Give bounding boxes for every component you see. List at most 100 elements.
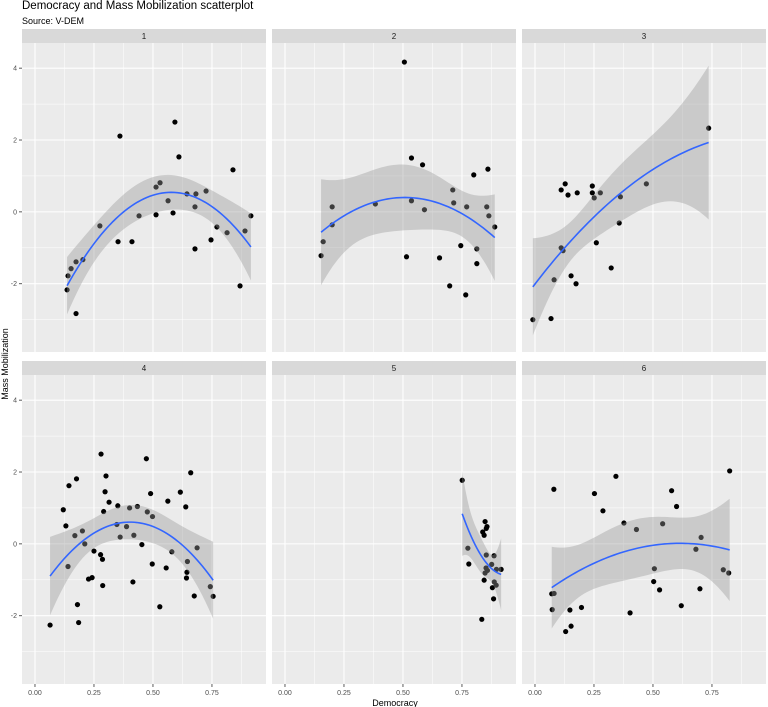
- data-point: [463, 292, 469, 298]
- data-point: [486, 213, 492, 219]
- panel-background: [522, 375, 766, 684]
- data-point: [589, 183, 595, 189]
- y-tick-label: 0: [13, 541, 17, 548]
- facet-strip-label: 2: [392, 32, 397, 41]
- data-point: [482, 518, 488, 525]
- x-tick-label: 0.25: [87, 690, 101, 697]
- smooth-line: [551, 542, 730, 589]
- data-point: [224, 230, 230, 236]
- data-point: [203, 188, 209, 194]
- facet-strip-label: 3: [642, 32, 647, 41]
- data-point: [89, 575, 95, 581]
- data-point: [459, 477, 465, 483]
- data-point: [656, 587, 663, 593]
- data-point: [551, 486, 557, 492]
- data-point: [481, 532, 487, 538]
- data-point: [408, 198, 415, 204]
- data-point: [450, 187, 456, 193]
- facet-strip: [22, 361, 266, 375]
- facet-panel-5: 5 0.00 0.25 0.50 0.75: [272, 361, 516, 697]
- data-point: [208, 237, 214, 243]
- data-point: [157, 604, 163, 610]
- data-point: [474, 261, 480, 267]
- data-point: [593, 240, 599, 246]
- data-point: [106, 499, 112, 505]
- data-point: [100, 582, 106, 589]
- x-tick-label: 0.50: [146, 690, 160, 697]
- smooth-line: [66, 191, 252, 287]
- data-point: [207, 584, 213, 590]
- y-tick-label: 4: [13, 398, 17, 405]
- data-point: [483, 552, 489, 558]
- data-point: [193, 191, 199, 197]
- data-point: [153, 184, 159, 190]
- data-point: [401, 59, 407, 65]
- data-point: [673, 503, 680, 510]
- data-point: [660, 521, 666, 527]
- data-point: [578, 604, 585, 611]
- data-point: [320, 239, 326, 245]
- data-point: [318, 253, 324, 259]
- data-point: [651, 578, 657, 585]
- data-point: [565, 192, 571, 198]
- data-point: [720, 567, 726, 573]
- facet-strip-label: 6: [642, 364, 647, 373]
- data-point: [74, 601, 81, 608]
- data-point: [73, 476, 80, 482]
- confidence-band: [551, 498, 730, 629]
- data-point: [567, 607, 573, 613]
- y-tick-label: 2: [13, 138, 17, 145]
- data-point: [65, 563, 71, 570]
- data-point: [421, 207, 428, 213]
- facet-strip: [22, 29, 266, 43]
- data-point: [451, 200, 457, 206]
- data-point: [72, 533, 78, 539]
- x-axis-title: Democracy: [372, 698, 418, 707]
- data-point: [471, 172, 477, 178]
- data-point: [210, 593, 216, 599]
- data-point: [117, 534, 123, 540]
- data-point: [192, 246, 198, 252]
- data-point: [248, 213, 254, 219]
- facet-strip: [522, 361, 766, 375]
- data-point: [65, 273, 71, 279]
- data-point: [464, 204, 470, 210]
- x-tick-label: 0.75: [205, 690, 219, 697]
- data-point: [490, 596, 497, 602]
- data-point: [489, 561, 495, 567]
- data-point: [115, 503, 121, 509]
- data-point: [163, 565, 169, 571]
- data-point: [194, 545, 200, 551]
- confidence-band: [50, 504, 214, 619]
- data-point: [165, 198, 171, 204]
- x-tick-label: 0.00: [528, 690, 542, 697]
- data-point: [214, 224, 220, 230]
- confidence-band: [462, 471, 502, 611]
- confidence-band: [532, 65, 709, 336]
- data-point: [143, 456, 149, 462]
- data-point: [184, 558, 191, 565]
- data-point: [169, 549, 175, 555]
- data-point: [633, 526, 640, 533]
- data-point: [551, 590, 557, 597]
- data-point: [176, 154, 182, 160]
- confidence-band: [321, 164, 495, 286]
- data-point: [134, 503, 140, 510]
- data-point: [148, 490, 154, 497]
- panel-background: [522, 43, 766, 352]
- data-point: [144, 509, 150, 515]
- data-point: [697, 586, 703, 592]
- data-point: [479, 616, 485, 622]
- data-point: [149, 513, 156, 520]
- data-point: [600, 508, 606, 514]
- facet-panel-3: 3: [522, 29, 766, 352]
- data-point: [68, 266, 74, 272]
- data-point: [172, 119, 178, 125]
- data-point: [549, 607, 555, 613]
- x-tick-label: 0.75: [455, 690, 469, 697]
- data-point: [130, 579, 136, 585]
- data-point: [589, 190, 595, 196]
- smooth-line: [532, 141, 709, 288]
- data-point: [183, 575, 190, 581]
